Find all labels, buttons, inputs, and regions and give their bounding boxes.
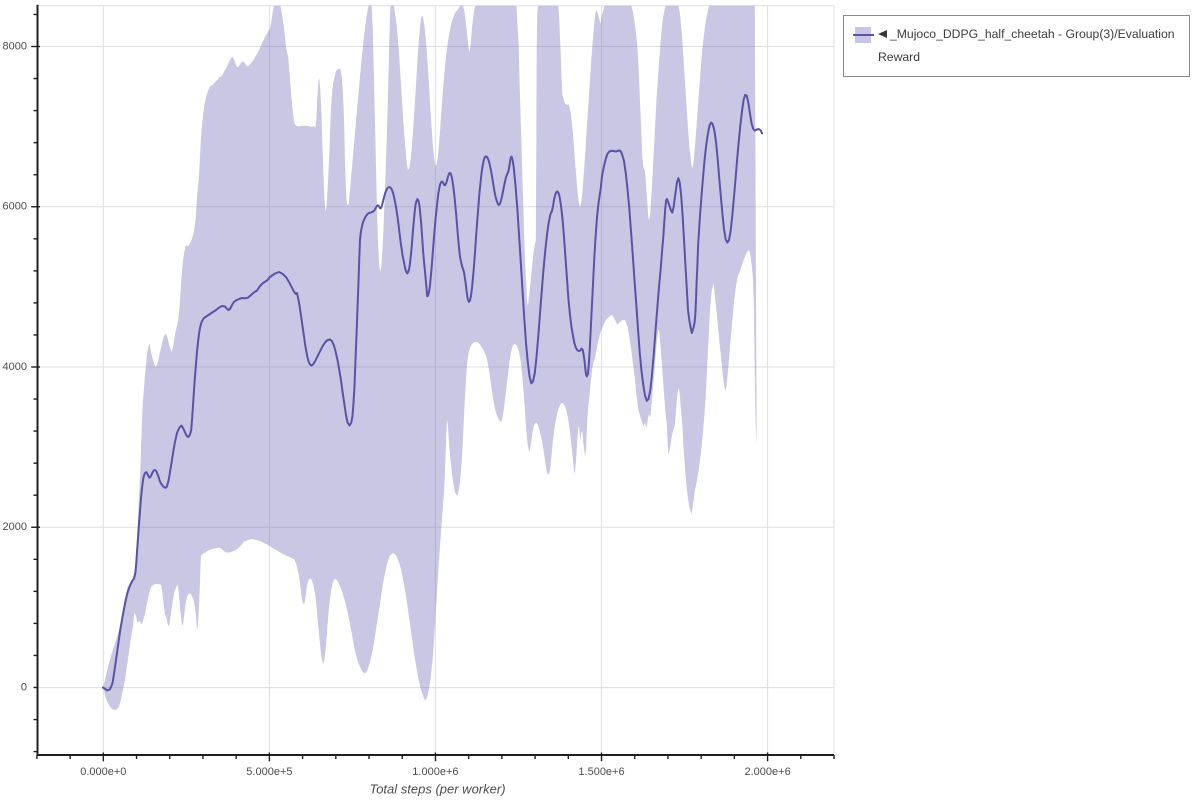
- svg-text:0: 0: [21, 681, 27, 693]
- svg-text:0.000e+0: 0.000e+0: [80, 766, 126, 778]
- svg-text:1.000e+6: 1.000e+6: [412, 766, 458, 778]
- svg-text:Total steps (per worker): Total steps (per worker): [369, 782, 505, 797]
- svg-text:8000: 8000: [3, 40, 27, 52]
- svg-text:2000: 2000: [3, 521, 27, 533]
- svg-text:6000: 6000: [3, 201, 27, 213]
- svg-text:5.000e+5: 5.000e+5: [246, 766, 292, 778]
- svg-text:1.500e+6: 1.500e+6: [578, 766, 624, 778]
- svg-text:4000: 4000: [3, 361, 27, 373]
- svg-text:2.000e+6: 2.000e+6: [745, 766, 791, 778]
